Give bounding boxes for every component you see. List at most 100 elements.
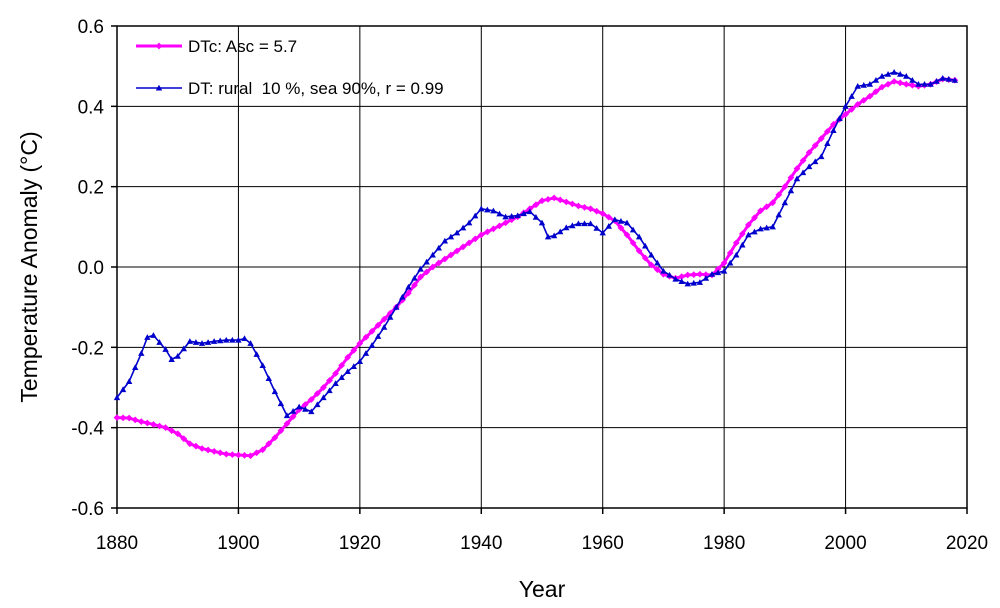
y-tick-label: 0.4 [78, 97, 105, 118]
data-point [757, 207, 764, 215]
data-point [156, 422, 163, 430]
data-point [405, 289, 412, 297]
data-point [854, 83, 861, 89]
data-point [562, 198, 570, 206]
data-point [490, 207, 497, 214]
data-point [629, 226, 637, 233]
data-point [593, 207, 601, 215]
data-point [138, 350, 145, 356]
tick-labels: 1880 1900 1920 1940 1960 1980 2000 2020 -0.6 -0.4… [71, 17, 988, 554]
legend-marker [155, 84, 163, 91]
data-point [217, 337, 224, 344]
data-point [314, 401, 321, 408]
data-point [313, 390, 321, 397]
legend-label: DTc: Asc = 5.7 [188, 37, 297, 56]
data-point [204, 446, 212, 454]
data-point [520, 210, 527, 217]
data-point [368, 327, 376, 335]
data-point [417, 273, 424, 281]
data-point [666, 271, 673, 278]
data-point [326, 387, 333, 394]
data-point [156, 339, 163, 345]
data-point [508, 212, 515, 219]
grid-lines [116, 25, 968, 509]
data-point [884, 71, 892, 77]
data-point [411, 274, 418, 281]
data-point [174, 430, 182, 438]
data-point [781, 199, 789, 206]
data-point [180, 435, 188, 443]
data-point [951, 77, 959, 83]
data-point [872, 88, 880, 96]
data-point [824, 140, 831, 147]
data-point [283, 412, 291, 419]
data-point [399, 293, 406, 300]
data-point [447, 251, 455, 259]
data-point [915, 81, 922, 87]
data-point [198, 445, 206, 452]
data-point [866, 81, 874, 87]
data-point [538, 219, 546, 226]
data-point [326, 377, 333, 384]
data-point [769, 223, 776, 230]
data-point [393, 303, 400, 310]
data-point [557, 228, 564, 235]
data-point [374, 321, 382, 329]
data-point [478, 205, 485, 212]
data-point [563, 224, 570, 231]
data-point [465, 239, 473, 247]
data-point [150, 332, 157, 338]
data-point [568, 200, 576, 208]
data-point [362, 350, 370, 356]
data-point [344, 354, 352, 361]
x-tick-label: 1900 [217, 533, 259, 554]
data-point [247, 452, 254, 460]
data-point [277, 427, 285, 435]
data-point [429, 263, 437, 271]
data-point [757, 225, 764, 232]
data-point [423, 258, 430, 265]
data-point [587, 220, 594, 227]
data-point [186, 338, 194, 344]
data-point [302, 405, 309, 412]
data-point [599, 229, 606, 236]
data-point [605, 223, 612, 229]
data-point [642, 242, 649, 249]
data-point [380, 315, 388, 323]
data-point [210, 447, 218, 455]
data-point [702, 275, 710, 281]
data-point [411, 281, 418, 289]
data-point [678, 278, 685, 285]
data-point [125, 414, 133, 422]
data-point [265, 440, 273, 448]
data-point [902, 80, 910, 88]
data-point [320, 394, 327, 401]
data-point [356, 339, 364, 347]
data-point [556, 196, 564, 204]
data-point [933, 78, 940, 84]
x-axis-title: Year [519, 576, 566, 602]
data-point [307, 396, 315, 403]
data-point [805, 163, 813, 170]
data-point [131, 416, 139, 424]
data-point [192, 339, 200, 345]
data-point [872, 77, 880, 83]
data-point [648, 251, 655, 258]
data-point [247, 340, 254, 346]
x-tick-label: 1980 [703, 533, 745, 554]
data-point [593, 225, 600, 231]
data-point [174, 352, 181, 359]
data-point [860, 82, 867, 88]
data-point [817, 135, 825, 142]
y-tick-label: -0.4 [71, 419, 104, 440]
data-point [660, 267, 667, 274]
data-point [283, 420, 291, 428]
data-point [897, 71, 904, 77]
data-point [581, 220, 588, 227]
legend: DTc: Asc = 5.7 DT: rural 10 %, sea 90%, r… [136, 37, 444, 98]
data-point [308, 408, 315, 415]
data-point [216, 449, 224, 457]
data-point [271, 434, 279, 442]
data-point [732, 239, 740, 247]
data-point [842, 111, 849, 118]
